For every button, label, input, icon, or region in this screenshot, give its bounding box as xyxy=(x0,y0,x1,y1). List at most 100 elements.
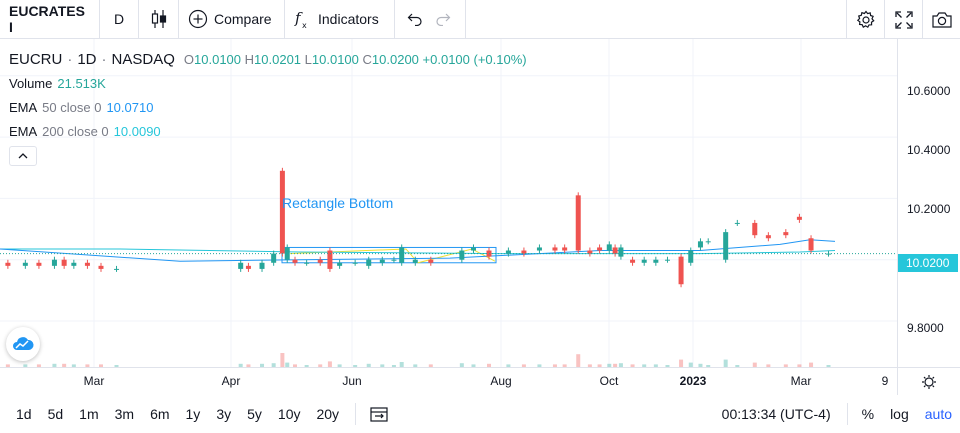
candle-body xyxy=(688,250,694,263)
volume-bar xyxy=(630,364,635,367)
candle-body xyxy=(245,265,251,269)
legend-dot: · xyxy=(67,50,73,68)
volume-bar xyxy=(642,364,647,367)
candle-body xyxy=(317,259,323,263)
range-1d-button[interactable]: 1d xyxy=(16,406,32,422)
ema50-value: 10.0710 xyxy=(106,99,154,115)
volume-bar xyxy=(285,362,290,367)
timezone-clock[interactable]: 00:13:34 (UTC-4) xyxy=(722,403,848,425)
range-6m-button[interactable]: 6m xyxy=(150,406,170,422)
symbol-search-button[interactable]: EUCRATES I xyxy=(0,0,100,39)
time-axis[interactable]: Mar Apr Jun Aug Oct 2023 Mar 9 xyxy=(0,367,897,395)
volume-bar xyxy=(399,362,404,367)
interval-button[interactable]: D xyxy=(100,0,139,39)
tradingview-logo-button[interactable] xyxy=(6,327,40,361)
legend-low-label: L xyxy=(304,51,312,67)
time-axis-label: Jun xyxy=(342,374,362,388)
date-range-button[interactable] xyxy=(364,406,394,422)
volume-bar xyxy=(665,365,670,367)
candle-body xyxy=(337,262,343,266)
volume-bar xyxy=(238,363,243,367)
chevron-up-icon xyxy=(18,153,28,159)
ema200-params: 200 close 0 xyxy=(42,123,109,139)
candle-body xyxy=(238,262,244,269)
volume-bar xyxy=(766,364,771,367)
fullscreen-button[interactable] xyxy=(884,0,922,39)
range-3m-button[interactable]: 3m xyxy=(114,406,135,422)
price-chart[interactable] xyxy=(0,39,897,367)
interval-label: D xyxy=(113,11,125,27)
volume-bar xyxy=(723,359,728,367)
volume-bar xyxy=(5,364,10,367)
range-1y-button[interactable]: 1y xyxy=(185,406,201,422)
legend-volume-row[interactable]: Volume 21.513K xyxy=(9,71,527,95)
candle-body xyxy=(653,259,659,263)
legend-symbol[interactable]: EUCRU xyxy=(9,50,63,68)
legend-interval: 1D xyxy=(77,50,97,68)
price-axis-label: 9.8000 xyxy=(907,321,944,335)
auto-scale-button[interactable]: auto xyxy=(924,406,952,422)
bottom-right-group: 00:13:34 (UTC-4) % log auto xyxy=(722,395,960,433)
candle-body xyxy=(459,250,465,260)
time-axis-label: 2023 xyxy=(679,374,707,388)
settings-button[interactable] xyxy=(846,0,884,39)
volume-bars xyxy=(5,353,831,367)
plus-circle-icon xyxy=(188,9,208,29)
legend-ema50-row[interactable]: EMA 50 close 0 10.0710 xyxy=(9,95,527,119)
top-toolbar: EUCRATES I D Compare f x Indicators xyxy=(0,0,960,39)
candle-body xyxy=(587,250,593,254)
volume-bar xyxy=(380,364,385,367)
chart-type-button[interactable] xyxy=(139,0,179,39)
legend-close-label: C xyxy=(362,51,372,67)
volume-bar xyxy=(36,364,41,367)
volume-bar xyxy=(613,363,618,367)
calendar-range-icon xyxy=(370,407,388,422)
range-3y-button[interactable]: 3y xyxy=(216,406,232,422)
candle-body xyxy=(399,247,405,263)
legend-dot: · xyxy=(101,50,107,68)
volume-bar xyxy=(304,365,309,367)
legend-high-value: 10.0201 xyxy=(254,51,302,67)
price-axis[interactable]: 10.6000 10.4000 10.2000 9.8000 10.0200 xyxy=(897,39,960,367)
candle-body xyxy=(259,262,265,269)
chart-grid xyxy=(0,39,897,367)
axis-settings-button[interactable] xyxy=(897,367,960,395)
camera-icon xyxy=(931,11,952,28)
range-5d-button[interactable]: 5d xyxy=(47,406,64,422)
volume-bar xyxy=(752,362,757,367)
volume-bar xyxy=(521,364,526,367)
volume-bar xyxy=(62,363,67,367)
bottom-toolbar: 1d 5d 1m 3m 6m 1y 3y 5y 10y 20y 00:13:34… xyxy=(0,395,960,433)
candle-body xyxy=(796,216,802,220)
range-20y-button[interactable]: 20y xyxy=(316,406,340,422)
range-5y-button[interactable]: 5y xyxy=(247,406,262,422)
volume-bar xyxy=(280,353,285,367)
range-10y-button[interactable]: 10y xyxy=(277,406,301,422)
chart-pane[interactable] xyxy=(0,39,897,367)
legend-collapse-button[interactable] xyxy=(9,146,37,166)
redo-icon[interactable] xyxy=(435,12,451,26)
indicators-button[interactable]: f x Indicators xyxy=(285,0,395,39)
volume-bar xyxy=(562,364,567,367)
compare-button[interactable]: Compare xyxy=(179,0,285,39)
candle-body xyxy=(641,259,647,263)
volume-bar xyxy=(271,363,276,367)
range-1m-button[interactable]: 1m xyxy=(79,406,99,422)
percent-scale-button[interactable]: % xyxy=(861,406,875,422)
separator xyxy=(355,403,357,425)
undo-redo-group xyxy=(395,0,466,39)
volume-bar xyxy=(607,363,612,367)
log-scale-button[interactable]: log xyxy=(890,406,909,422)
toolbar-right xyxy=(846,0,960,39)
legend-low-value: 10.0100 xyxy=(311,51,359,67)
volume-value: 21.513K xyxy=(57,75,106,91)
rectangle-drawing-label[interactable]: Rectangle Bottom xyxy=(282,195,394,211)
snapshot-button[interactable] xyxy=(922,0,960,39)
legend-ema200-row[interactable]: EMA 200 close 0 10.0090 xyxy=(9,119,527,143)
ema200-label: EMA xyxy=(9,123,38,139)
candle-body xyxy=(366,259,372,266)
undo-icon[interactable] xyxy=(407,12,423,26)
volume-bar xyxy=(71,364,76,367)
volume-bar xyxy=(327,361,332,367)
volume-bar xyxy=(797,364,802,367)
